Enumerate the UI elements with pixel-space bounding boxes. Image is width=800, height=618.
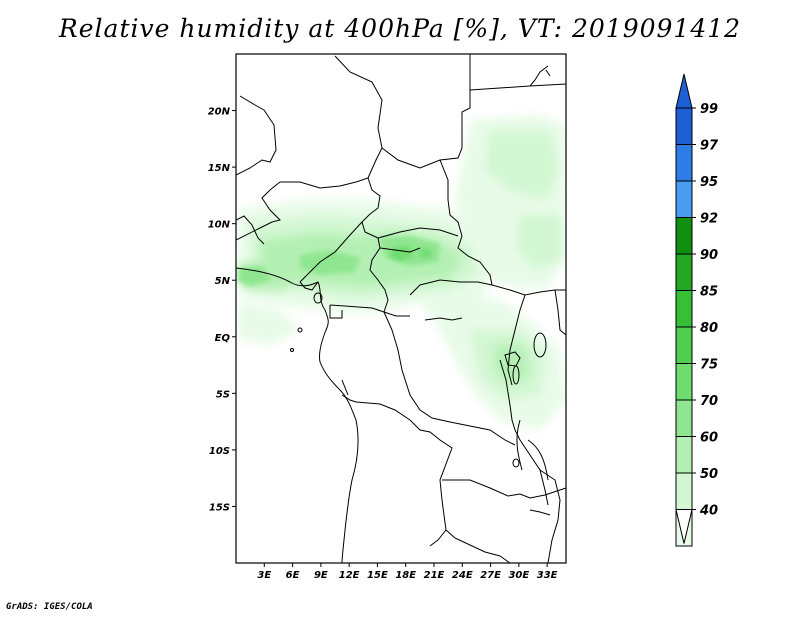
lon-tick-label: 18E [395,570,416,581]
lon-tick-label: 6E [286,570,300,581]
lon-tick-label: 12E [339,570,360,581]
grads-credit: GrADS: IGES/COLA [6,602,93,612]
colorbar-label: 97 [700,139,719,154]
colorbar-segment [675,180,693,218]
colorbar-label: 70 [700,394,718,409]
lat-tick-label: 5N [215,276,231,287]
lat-tick-label: EQ [215,333,231,344]
lat-tick-label: 10N [208,220,231,231]
colorbar-label: 50 [700,467,718,482]
colorbar-segment [675,290,693,328]
colorbar-bottom-arrow [675,509,693,544]
colorbar-label: 99 [700,102,718,117]
lon-tick-label: 21E [424,570,445,581]
colorbar-segment [675,217,693,255]
colorbar-segment [675,107,693,145]
colorbar-label: 92 [700,212,718,227]
lon-tick-label: 27E [480,570,501,581]
colorbar-label: 60 [700,431,718,446]
colorbar-label: 90 [700,248,718,263]
lon-tick-label: 30E [508,570,529,581]
colorbar-segment [675,326,693,364]
colorbar-segment [675,436,693,474]
country-borders [236,54,566,563]
lat-tick-label: 15S [209,502,230,513]
colorbar-top-arrow [675,73,693,109]
colorbar-segment [675,253,693,291]
colorbar-label: 95 [700,175,718,190]
latitude-axis: 20N 15N 10N 5N EQ 5S 10S 15S [208,107,236,513]
colorbar-label: 80 [700,321,718,336]
map-frame [235,53,567,564]
map-title: Relative humidity at 400hPa [%], VT: 201… [58,14,742,43]
lakes-and-islands [290,69,551,516]
colorbar-label: 40 [699,504,718,519]
lon-tick-label: 3E [257,570,271,581]
colorbar-label: 85 [700,285,718,300]
colorbar: 99 97 95 92 90 85 80 75 70 60 50 40 [675,73,719,547]
lon-tick-label: 24E [452,570,473,581]
humidity-shading [238,115,566,430]
lat-tick-label: 20N [208,107,231,118]
colorbar-label: 75 [700,358,718,373]
colorbar-segment [675,144,693,182]
colorbar-segment [675,399,693,437]
colorbar-segment [675,363,693,401]
longitude-axis: 3E 6E 9E 12E 15E 18E 21E 24E 27E 30E 33E [257,563,558,581]
colorbar-segment [675,472,693,510]
lon-tick-label: 15E [367,570,388,581]
lon-tick-label: 33E [537,570,558,581]
lat-tick-label: 10S [209,446,230,457]
lat-tick-label: 5S [216,389,230,400]
lon-tick-label: 9E [314,570,328,581]
lat-tick-label: 15N [208,163,231,174]
